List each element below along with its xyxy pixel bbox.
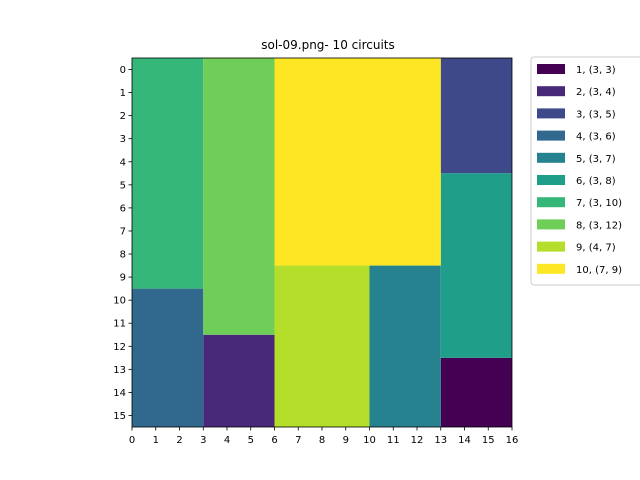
circuit-rect-2 bbox=[203, 334, 275, 427]
legend-swatch-7 bbox=[537, 197, 565, 208]
x-tick-label: 2 bbox=[176, 435, 182, 446]
circuit-rect-3 bbox=[440, 58, 512, 174]
legend-label-10: 10, (7, 9) bbox=[576, 265, 622, 276]
y-tick-label: 7 bbox=[120, 226, 126, 237]
x-tick-label: 14 bbox=[458, 435, 471, 446]
y-tick-label: 8 bbox=[120, 250, 126, 261]
legend-label-1: 1, (3, 3) bbox=[576, 65, 616, 76]
x-tick-label: 0 bbox=[129, 435, 135, 446]
x-tick-label: 6 bbox=[271, 435, 277, 446]
legend-swatch-9 bbox=[537, 241, 565, 252]
circuit-rect-1 bbox=[440, 357, 512, 427]
legend-swatch-8 bbox=[537, 219, 565, 230]
legend-swatch-10 bbox=[537, 263, 565, 274]
plot-area: 0 1 2 3 4 5 6 7 8 9 10 11 12 13 14 15 160123456789101112… bbox=[113, 57, 519, 446]
y-tick-label: 1 bbox=[120, 88, 126, 99]
y-tick-label: 10 bbox=[113, 296, 126, 307]
y-tick-label: 2 bbox=[120, 111, 126, 122]
x-tick-label: 11 bbox=[387, 435, 400, 446]
legend-label-4: 4, (3, 6) bbox=[576, 132, 616, 143]
circuit-rect-8 bbox=[203, 58, 275, 335]
legend-label-5: 5, (3, 7) bbox=[576, 154, 616, 165]
legend-swatch-2 bbox=[537, 86, 565, 97]
y-tick-label: 9 bbox=[120, 273, 126, 284]
legend-swatch-1 bbox=[537, 64, 565, 74]
circuit-rect-4 bbox=[132, 288, 204, 427]
x-tick-label: 3 bbox=[200, 435, 206, 446]
x-tick-label: 8 bbox=[319, 435, 325, 446]
circuit-rect-6 bbox=[440, 173, 512, 358]
circuit-rect-10 bbox=[274, 58, 441, 266]
legend-swatch-3 bbox=[537, 108, 565, 119]
y-tick-label: 13 bbox=[113, 365, 126, 376]
x-tick-label: 9 bbox=[343, 435, 349, 446]
circuit-rect-7 bbox=[132, 58, 204, 289]
legend-label-9: 9, (4, 7) bbox=[576, 243, 616, 254]
x-tick-label: 1 bbox=[153, 435, 159, 446]
y-tick-label: 12 bbox=[113, 342, 126, 353]
y-tick-label: 14 bbox=[113, 388, 126, 399]
x-tick-label: 12 bbox=[411, 435, 424, 446]
x-tick-label: 5 bbox=[248, 435, 254, 446]
x-tick-label: 13 bbox=[434, 435, 447, 446]
x-tick-label: 10 bbox=[363, 435, 376, 446]
legend-label-7: 7, (3, 10) bbox=[576, 198, 622, 209]
y-tick-label: 11 bbox=[113, 319, 126, 330]
legend-swatch-6 bbox=[537, 175, 565, 185]
legend-label-8: 8, (3, 12) bbox=[576, 220, 622, 231]
circuit-rect-5 bbox=[369, 265, 441, 427]
y-tick-label: 5 bbox=[120, 180, 126, 191]
legend-label-3: 3, (3, 5) bbox=[576, 109, 616, 120]
y-tick-label: 6 bbox=[120, 203, 126, 214]
x-tick-label: 4 bbox=[224, 435, 230, 446]
legend-swatch-5 bbox=[537, 152, 565, 163]
legend-swatch-4 bbox=[537, 130, 565, 141]
y-tick-label: 4 bbox=[120, 157, 126, 168]
legend: 1, (3, 3) 2, (3, 4) 3, (3, 5) 4, (3, 6) 5, (… bbox=[530, 56, 640, 286]
y-tick-label: 15 bbox=[113, 411, 126, 422]
x-tick-label: 7 bbox=[295, 435, 301, 446]
legend-label-6: 6, (3, 8) bbox=[576, 176, 616, 187]
x-tick-label: 15 bbox=[482, 435, 495, 446]
legend-label-2: 2, (3, 4) bbox=[576, 87, 616, 98]
x-tick-label: 16 bbox=[506, 435, 519, 446]
y-tick-label: 3 bbox=[120, 134, 126, 145]
chart-title: sol-09.png- 10 circuits bbox=[261, 38, 395, 52]
y-tick-label: 0 bbox=[120, 65, 126, 76]
circuit-rect-9 bbox=[274, 265, 370, 427]
